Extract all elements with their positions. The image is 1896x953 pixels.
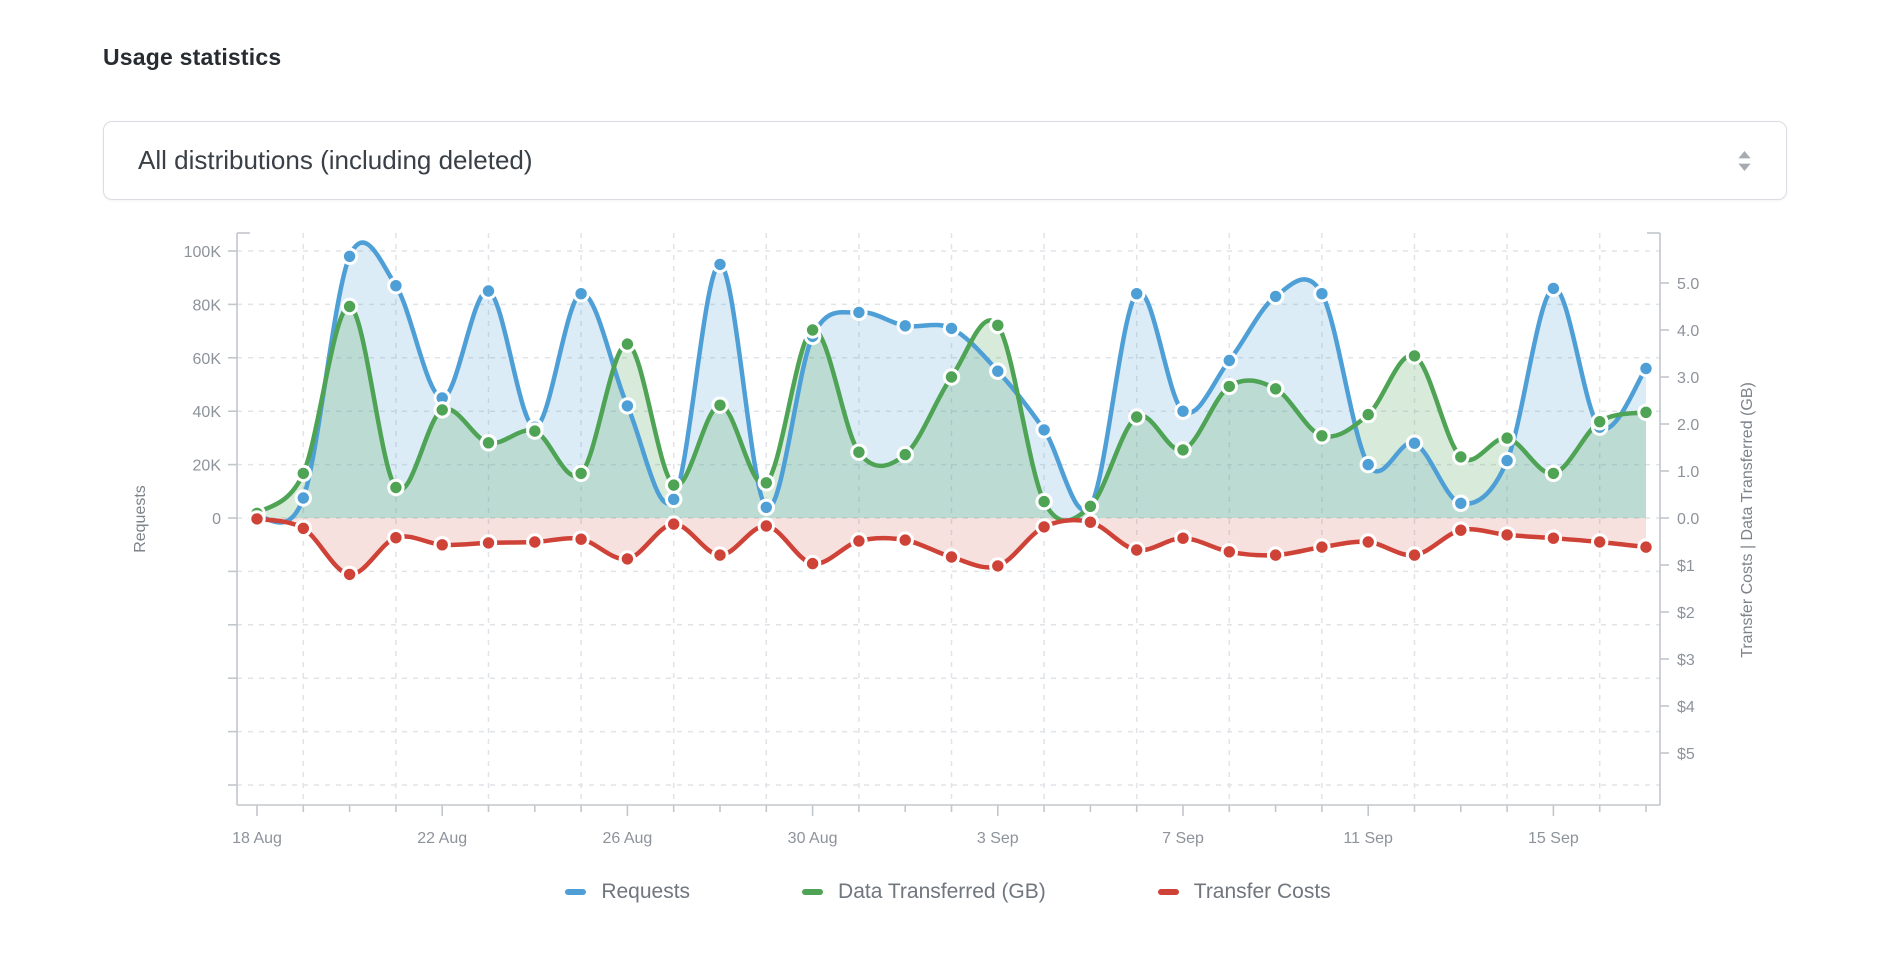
data-transferred-swatch-icon	[802, 889, 824, 895]
y-axis-right: 5.0 4.0 3.0 2.0 1.0 0.0 $1 $2 $3 $4 $5	[1660, 276, 1699, 763]
legend-item-requests[interactable]: Requests	[565, 880, 690, 904]
series-area-3	[257, 518, 1646, 575]
legend-item-transfer-costs[interactable]: Transfer Costs	[1157, 880, 1331, 904]
axes	[236, 232, 1661, 806]
svg-text:3.0: 3.0	[1677, 370, 1699, 387]
series-area-2	[257, 306, 1646, 518]
svg-text:$4: $4	[1677, 699, 1695, 716]
svg-text:22 Aug: 22 Aug	[417, 830, 467, 847]
legend-label: Data Transferred (GB)	[838, 880, 1046, 903]
distribution-select-value: All distributions (including deleted)	[138, 145, 533, 175]
svg-text:2.0: 2.0	[1677, 417, 1699, 434]
svg-text:1.0: 1.0	[1677, 464, 1699, 481]
series-points-2	[248, 297, 1655, 522]
svg-text:18 Aug: 18 Aug	[232, 830, 282, 847]
svg-text:100K: 100K	[184, 244, 222, 261]
legend-label: Requests	[601, 880, 691, 903]
svg-text:5.0: 5.0	[1677, 276, 1699, 293]
requests-swatch-icon	[565, 889, 587, 895]
chart-legend: Requests Data Transferred (GB) Transfer …	[0, 880, 1896, 904]
sort-arrows-icon	[1738, 150, 1751, 171]
x-axis: 18 Aug 22 Aug 26 Aug 30 Aug 3 Sep 7 Sep 11 Sep…	[232, 805, 1647, 847]
svg-text:7 Sep: 7 Sep	[1162, 830, 1204, 847]
legend-item-data-transferred[interactable]: Data Transferred (GB)	[802, 880, 1046, 904]
svg-text:$5: $5	[1677, 746, 1695, 763]
y-axis-left: 100K 80K 60K 40K 20K 0	[184, 244, 237, 786]
svg-text:$2: $2	[1677, 605, 1695, 622]
svg-text:40K: 40K	[193, 404, 222, 421]
grid	[237, 233, 1660, 805]
svg-text:0.0: 0.0	[1677, 511, 1699, 528]
legend-label: Transfer Costs	[1193, 880, 1331, 903]
svg-text:4.0: 4.0	[1677, 323, 1699, 340]
svg-text:30 Aug: 30 Aug	[788, 830, 838, 847]
svg-text:3 Sep: 3 Sep	[977, 830, 1019, 847]
svg-text:11 Sep: 11 Sep	[1343, 830, 1393, 847]
svg-text:20K: 20K	[193, 458, 222, 475]
page-title: Usage statistics	[103, 44, 282, 70]
svg-text:26 Aug: 26 Aug	[602, 830, 652, 847]
series-points-3	[248, 510, 1655, 584]
distribution-select[interactable]: All distributions (including deleted)	[103, 121, 1787, 200]
svg-text:0: 0	[212, 511, 221, 528]
svg-text:$1: $1	[1677, 558, 1695, 575]
svg-text:80K: 80K	[193, 297, 222, 314]
svg-text:15 Sep: 15 Sep	[1528, 830, 1579, 847]
transfer-costs-swatch-icon	[1157, 889, 1179, 895]
svg-text:$3: $3	[1677, 652, 1695, 669]
svg-text:60K: 60K	[193, 351, 222, 368]
